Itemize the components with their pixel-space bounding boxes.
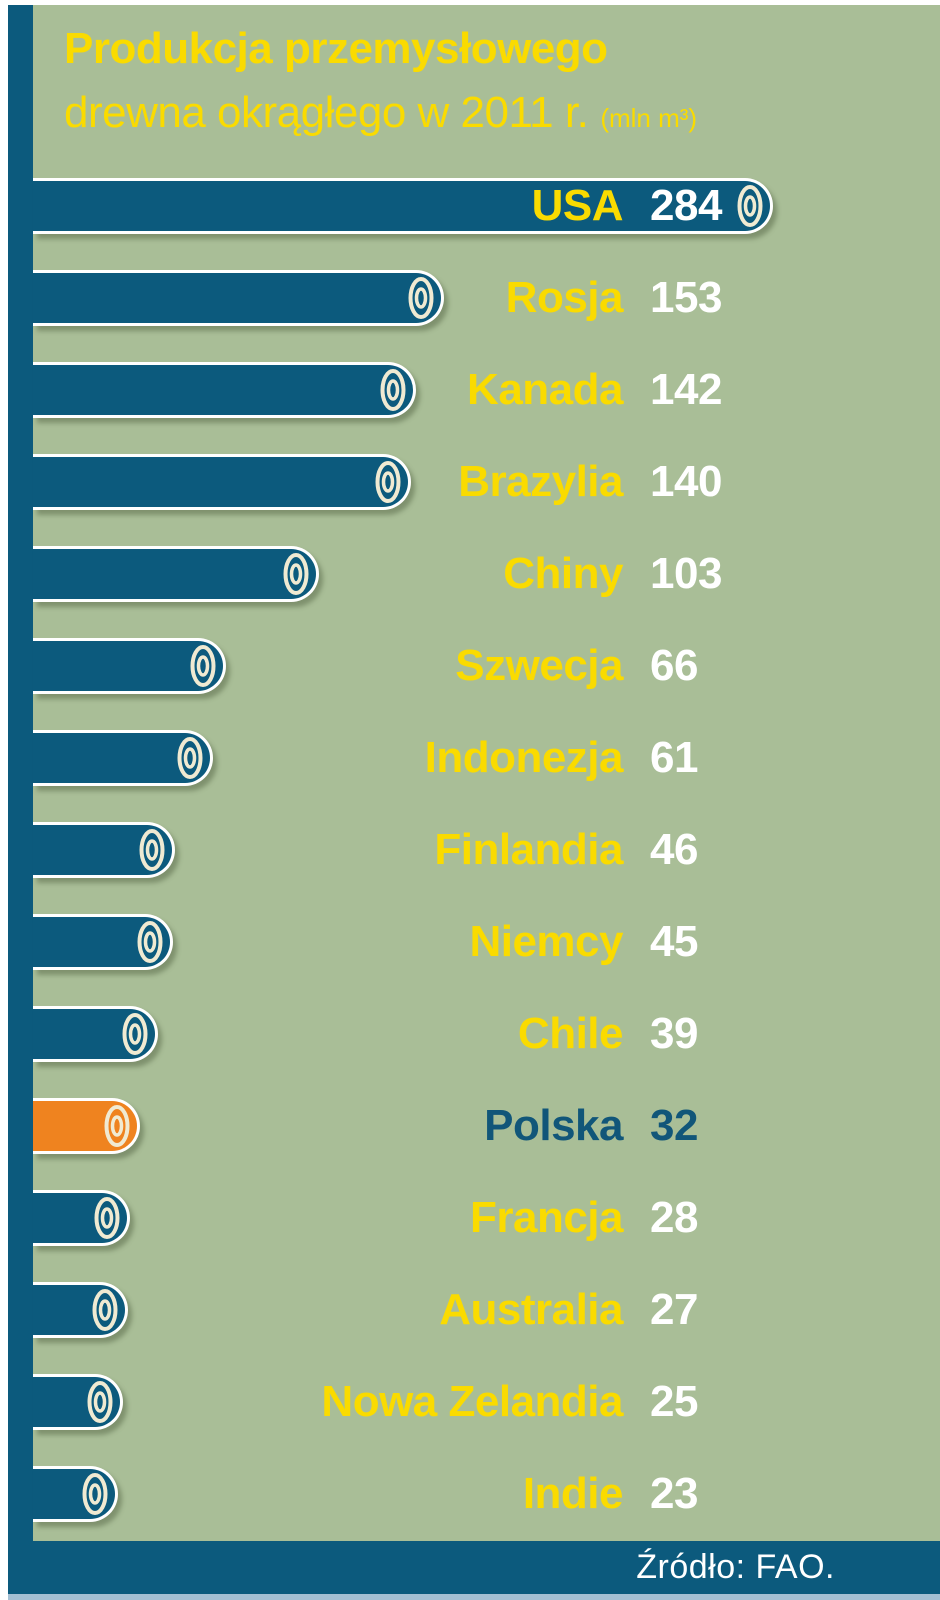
value-label: 153	[650, 273, 722, 322]
country-label: USA	[531, 181, 624, 230]
value-label: 45	[650, 917, 698, 966]
chart-title-line1: Produkcja przemysłowego	[64, 24, 608, 73]
value-label: 39	[650, 1009, 698, 1058]
bar	[33, 1374, 123, 1430]
log-end-rings-icon	[737, 185, 763, 227]
country-label: Indonezja	[424, 733, 624, 782]
value-label: 32	[650, 1101, 698, 1150]
log-end-rings-icon	[408, 277, 434, 319]
log-end-rings-icon	[137, 921, 163, 963]
country-label: Niemcy	[469, 917, 623, 966]
value-label: 23	[650, 1469, 698, 1518]
log-end-rings-icon	[375, 461, 401, 503]
bar	[33, 822, 175, 878]
log-end-rings-icon	[82, 1473, 108, 1515]
bar	[33, 1006, 158, 1062]
chart-subtitle-text: drewna okrągłego w 2011 r.	[64, 88, 589, 137]
value-label: 140	[650, 457, 722, 506]
chart-title-line2: drewna okrągłego w 2011 r. (mln m³)	[64, 88, 697, 138]
bar	[33, 546, 319, 602]
country-label: Francja	[469, 1193, 624, 1242]
country-label: Rosja	[505, 273, 624, 322]
country-label: Indie	[522, 1469, 624, 1518]
value-label: 25	[650, 1377, 698, 1426]
bar	[33, 730, 213, 786]
value-label: 142	[650, 365, 722, 414]
country-label: Brazylia	[458, 457, 623, 506]
axis-spine	[8, 5, 33, 1594]
log-end-rings-icon	[92, 1289, 118, 1331]
country-label: Chile	[517, 1009, 624, 1058]
log-end-rings-icon	[104, 1105, 130, 1147]
country-label: Finlandia	[434, 825, 623, 874]
bar	[33, 270, 444, 326]
country-label: Szwecja	[455, 641, 623, 690]
value-label: 28	[650, 1193, 698, 1242]
value-label: 46	[650, 825, 698, 874]
log-end-rings-icon	[283, 553, 309, 595]
value-label: 27	[650, 1285, 698, 1334]
footer-bar: Źródło: FAO.	[8, 1541, 940, 1594]
country-label: Kanada	[467, 365, 623, 414]
bar	[33, 362, 416, 418]
value-label: 284	[650, 181, 722, 230]
value-label: 61	[650, 733, 698, 782]
bottom-edge-strip	[8, 1594, 940, 1600]
log-end-rings-icon	[190, 645, 216, 687]
log-end-rings-icon	[139, 829, 165, 871]
country-label: Nowa Zelandia	[321, 1377, 623, 1426]
chart-unit-label: (mln m³)	[600, 103, 698, 133]
bar	[33, 454, 411, 510]
log-end-rings-icon	[122, 1013, 148, 1055]
source-label: Źródło: FAO.	[636, 1548, 835, 1586]
value-label: 66	[650, 641, 698, 690]
bar	[33, 1190, 130, 1246]
value-label: 103	[650, 549, 722, 598]
bar	[33, 1282, 128, 1338]
bar	[33, 1466, 118, 1522]
log-end-rings-icon	[94, 1197, 120, 1239]
log-end-rings-icon	[177, 737, 203, 779]
bar	[33, 914, 173, 970]
bar	[33, 638, 226, 694]
country-label: Polska	[484, 1101, 623, 1150]
country-label: Australia	[439, 1285, 623, 1334]
bar	[33, 1098, 140, 1154]
bar	[33, 178, 773, 234]
country-label: Chiny	[503, 549, 623, 598]
log-end-rings-icon	[87, 1381, 113, 1423]
log-end-rings-icon	[380, 369, 406, 411]
